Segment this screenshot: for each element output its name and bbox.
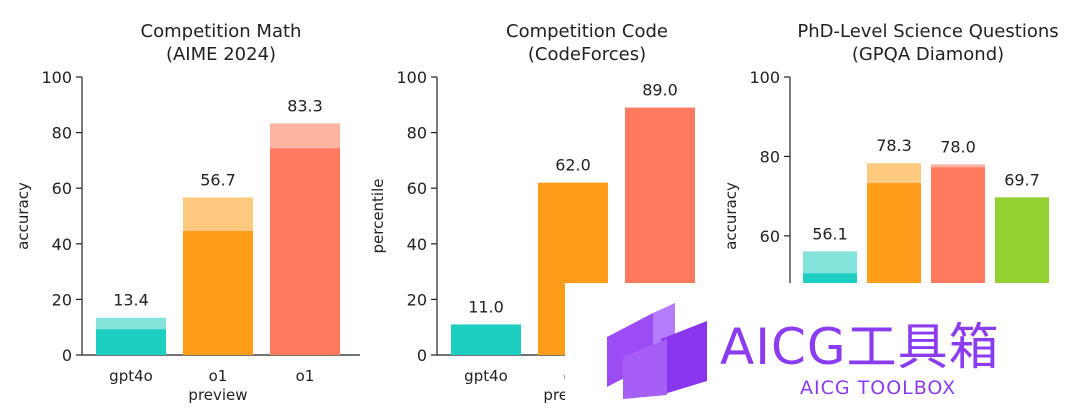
y-tick-label: 0 <box>417 346 427 365</box>
x-tick-label: o1 <box>296 367 315 385</box>
y-tick-label: 60 <box>407 179 427 198</box>
y-tick-label: 0 <box>62 346 72 365</box>
x-tick-label: gpt4o <box>464 367 508 385</box>
bar-data-label: 69.7 <box>1004 170 1040 189</box>
bar-data-label: 83.3 <box>287 96 323 115</box>
y-tick-label: 80 <box>52 124 72 143</box>
y-tick-label: 40 <box>407 235 427 254</box>
watermark: AICG工具箱 AICG TOOLBOX <box>565 283 1080 420</box>
bar-data-label: 56.1 <box>812 224 848 243</box>
y-tick-label: 100 <box>396 68 427 87</box>
bar-upper <box>183 197 253 232</box>
bar-upper <box>931 164 985 168</box>
y-tick-label: 80 <box>407 124 427 143</box>
bar <box>270 148 340 355</box>
bar-data-label: 56.7 <box>200 170 236 189</box>
bar-data-label: 13.4 <box>113 291 149 310</box>
bar <box>96 329 166 355</box>
bar-upper <box>803 251 857 274</box>
y-tick-label: 40 <box>52 235 72 254</box>
y-tick-label: 80 <box>760 147 780 166</box>
bar-data-label: 89.0 <box>642 81 678 100</box>
y-tick-label: 60 <box>760 227 780 246</box>
watermark-title: AICG工具箱 <box>720 318 1000 376</box>
chart-title: (CodeForces) <box>528 44 646 65</box>
x-tick-label: preview <box>188 386 247 404</box>
bar-upper <box>867 163 921 184</box>
bar-data-label: 11.0 <box>468 297 504 316</box>
x-tick-label: gpt4o <box>109 367 153 385</box>
bar-data-label: 78.3 <box>876 136 912 155</box>
x-tick-label: o1 <box>209 367 228 385</box>
chart-title: (AIME 2024) <box>166 44 276 65</box>
y-tick-label: 60 <box>52 179 72 198</box>
bar-upper <box>270 123 340 149</box>
bar <box>183 231 253 355</box>
toolbox-logo-icon <box>607 303 707 399</box>
chart-title: Competition Math <box>141 21 302 42</box>
bar <box>451 324 521 355</box>
y-tick-label: 100 <box>41 68 72 87</box>
bar-data-label: 62.0 <box>555 156 591 175</box>
y-tick-label: 20 <box>407 290 427 309</box>
bar-data-label: 78.0 <box>940 137 976 156</box>
y-axis-label: percentile <box>369 178 387 253</box>
chart-title: PhD-Level Science Questions <box>797 21 1058 42</box>
watermark-subtitle: AICG TOOLBOX <box>800 377 957 399</box>
bar-upper <box>96 317 166 330</box>
chart-title: (GPQA Diamond) <box>852 44 1004 65</box>
y-axis-label: accuracy <box>722 182 740 250</box>
y-tick-label: 100 <box>749 68 780 87</box>
y-tick-label: 20 <box>52 290 72 309</box>
y-axis-label: accuracy <box>14 182 32 250</box>
chart-title: Competition Code <box>506 21 668 42</box>
